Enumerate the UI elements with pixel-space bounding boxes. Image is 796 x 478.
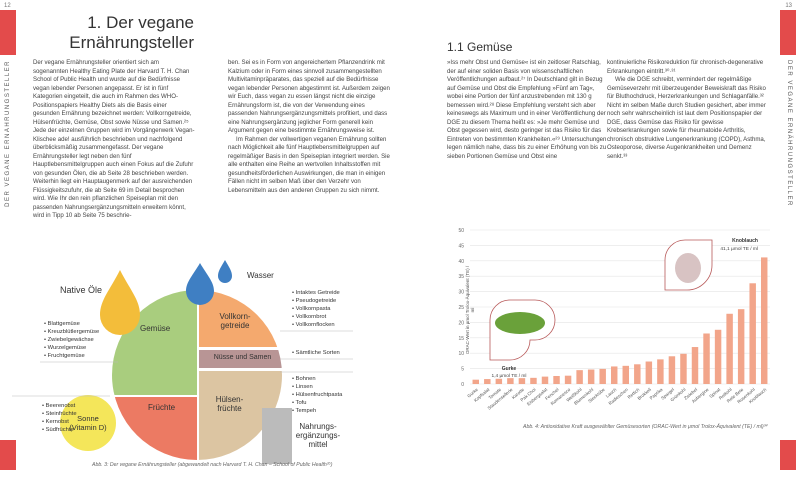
orac-bar-chart: 05101520253035404550GurkeKopfsalatTomate… bbox=[458, 228, 770, 411]
garlic-image-icon bbox=[675, 253, 701, 283]
legumes-list: BohnenLinsenHülsenfruchtpastaTofuTempeh bbox=[292, 375, 343, 415]
y-tick-label: 25 bbox=[458, 305, 464, 311]
bar bbox=[587, 369, 595, 384]
body-column-2: ben. Sei es in Form von angereichertem P… bbox=[228, 59, 392, 195]
bar bbox=[714, 329, 722, 384]
annotation-title: Gurke bbox=[502, 366, 517, 372]
bar bbox=[761, 257, 768, 384]
bar bbox=[564, 375, 572, 384]
y-tick-label: 15 bbox=[458, 336, 464, 342]
y-tick-label: 0 bbox=[461, 382, 464, 388]
bar bbox=[518, 378, 526, 384]
bar bbox=[611, 366, 618, 384]
y-tick-label: 35 bbox=[458, 274, 464, 280]
bar bbox=[645, 361, 653, 384]
bar bbox=[737, 309, 745, 384]
nuts-segment bbox=[199, 350, 282, 368]
cucumber-image-icon bbox=[495, 312, 545, 334]
paragraph: Im Rahmen der vollwertigen veganen Ernäh… bbox=[228, 135, 390, 194]
plate-diagram bbox=[12, 260, 353, 464]
running-head: DER VEGANE ERNÄHRUNGSTELLER bbox=[5, 60, 11, 207]
page-number: 12 bbox=[4, 3, 11, 9]
oil-label: Native Öle bbox=[60, 285, 103, 295]
paragraph: kontinuierliche Risikoreduktion für chro… bbox=[607, 59, 764, 75]
paragraph: ben. Sei es in Form von angereichertem P… bbox=[228, 59, 390, 134]
bar bbox=[599, 368, 606, 384]
nuts-label: Nüsse und Samen bbox=[213, 354, 272, 361]
bar bbox=[484, 379, 491, 384]
y-tick-label: 45 bbox=[458, 243, 464, 249]
y-tick-label: 50 bbox=[458, 228, 464, 234]
supplement-bottle-icon bbox=[262, 408, 292, 464]
sun-label: Sonne (Vitamin D) bbox=[69, 414, 107, 432]
bar bbox=[657, 359, 664, 384]
page-number: 13 bbox=[785, 3, 792, 9]
legumes-label: Hülsen-früchte bbox=[215, 395, 244, 413]
body-column-2: kontinuierliche Risikoreduktion für chro… bbox=[607, 59, 770, 161]
bar bbox=[541, 376, 549, 384]
bar bbox=[691, 347, 699, 384]
bar bbox=[703, 333, 710, 384]
fruits-list: BeerenobstSteinfrüchteKernobstSüdfrüchte bbox=[42, 402, 77, 434]
grains-label: Vollkorn-getreide bbox=[219, 312, 251, 330]
bar bbox=[576, 370, 583, 384]
bar bbox=[749, 283, 756, 384]
y-tick-label: 10 bbox=[458, 351, 464, 357]
supplements-label: Nahrungs-ergänzungs-mittel bbox=[295, 422, 341, 449]
y-tick-label: 5 bbox=[461, 367, 464, 373]
grains-list: Intaktes GetreidePseudogetreideVollkornp… bbox=[292, 289, 340, 329]
fruits-label: Früchte bbox=[148, 403, 176, 412]
bar bbox=[622, 365, 629, 384]
chapter-title: 1. Der vegane Ernährungsteller bbox=[69, 13, 194, 52]
paragraph: Wie die DGE schreibt, vermindert der reg… bbox=[607, 76, 766, 160]
section-heading: 1.1 Gemüse bbox=[447, 40, 513, 54]
chapter-tab bbox=[0, 10, 16, 55]
water-label: Wasser bbox=[247, 271, 274, 280]
chapter-tab-bottom bbox=[0, 440, 16, 470]
y-tick-label: 40 bbox=[458, 259, 464, 265]
oil-drop-icon bbox=[100, 270, 140, 335]
vegetables-label: Gemüse bbox=[140, 324, 171, 333]
body-column-1: »Iss mehr Obst und Gemüse« ist ein zeitl… bbox=[447, 59, 607, 160]
figure-caption: Abb. 3: Der vegane Ernährungsteller (abg… bbox=[92, 462, 333, 468]
chapter-tab bbox=[780, 10, 796, 55]
body-column-1: Der vegane Ernährungsteller orientiert s… bbox=[33, 59, 195, 219]
bar bbox=[495, 378, 503, 384]
annotation-value: 41,1 µmol TE / ml bbox=[720, 246, 758, 252]
bar bbox=[472, 379, 479, 384]
bar bbox=[726, 313, 733, 384]
water-drop-icon bbox=[186, 263, 214, 305]
y-tick-label: 30 bbox=[458, 290, 464, 296]
bar bbox=[530, 377, 537, 384]
y-tick-label: 20 bbox=[458, 320, 464, 326]
bar bbox=[553, 375, 560, 384]
y-axis-label: ORAC-Wert in µmol Trolox-Äquivalent (TE)… bbox=[465, 265, 475, 355]
bar bbox=[507, 378, 514, 384]
running-head: DER VEGANE ERNÄHRUNGSTELLER bbox=[786, 60, 792, 207]
annotation-title: Knoblauch bbox=[732, 238, 758, 244]
figure-caption: Abb. 4: Antioxidative Kraft ausgewählter… bbox=[523, 424, 768, 430]
vegetables-list: BlattgemüseKreuzblütlergemüseZwiebelgewä… bbox=[44, 320, 100, 360]
bar bbox=[634, 364, 641, 384]
bar bbox=[680, 353, 687, 384]
annotation-value: 1,4 µmol TE / ml bbox=[492, 373, 527, 379]
nuts-list: Sämtliche Sorten bbox=[292, 349, 340, 357]
bar bbox=[668, 356, 676, 384]
chapter-tab-bottom bbox=[780, 440, 796, 470]
